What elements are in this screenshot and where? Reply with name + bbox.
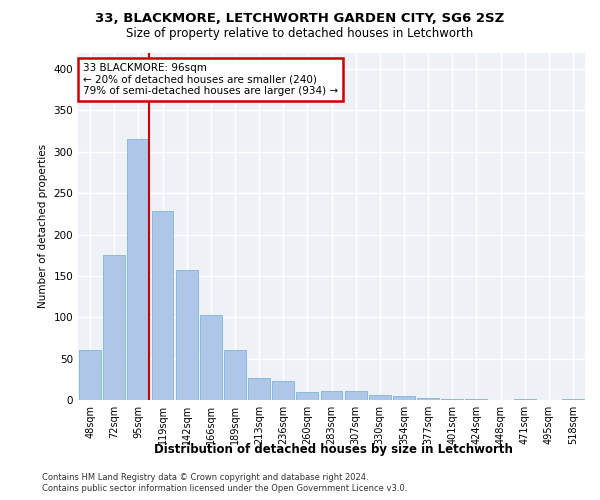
Bar	[103, 255, 125, 400]
Text: Contains public sector information licensed under the Open Government Licence v3: Contains public sector information licen…	[42, 484, 407, 493]
Bar	[79, 350, 101, 400]
Bar	[514, 399, 536, 400]
Bar	[296, 392, 318, 400]
Bar	[393, 396, 415, 400]
Bar	[224, 350, 246, 400]
Text: Size of property relative to detached houses in Letchworth: Size of property relative to detached ho…	[127, 28, 473, 40]
Y-axis label: Number of detached properties: Number of detached properties	[38, 144, 48, 308]
Text: 33 BLACKMORE: 96sqm
← 20% of detached houses are smaller (240)
79% of semi-detac: 33 BLACKMORE: 96sqm ← 20% of detached ho…	[83, 63, 338, 96]
Bar	[200, 315, 221, 400]
Bar	[152, 212, 173, 400]
Bar	[466, 399, 487, 400]
Bar	[320, 391, 343, 400]
Bar	[127, 140, 149, 400]
Bar	[176, 270, 197, 400]
Bar	[345, 391, 367, 400]
Bar	[442, 399, 463, 400]
Bar	[272, 381, 294, 400]
Text: 33, BLACKMORE, LETCHWORTH GARDEN CITY, SG6 2SZ: 33, BLACKMORE, LETCHWORTH GARDEN CITY, S…	[95, 12, 505, 26]
Bar	[417, 398, 439, 400]
Bar	[248, 378, 270, 400]
Text: Distribution of detached houses by size in Letchworth: Distribution of detached houses by size …	[154, 442, 512, 456]
Text: Contains HM Land Registry data © Crown copyright and database right 2024.: Contains HM Land Registry data © Crown c…	[42, 472, 368, 482]
Bar	[562, 399, 584, 400]
Bar	[369, 395, 391, 400]
